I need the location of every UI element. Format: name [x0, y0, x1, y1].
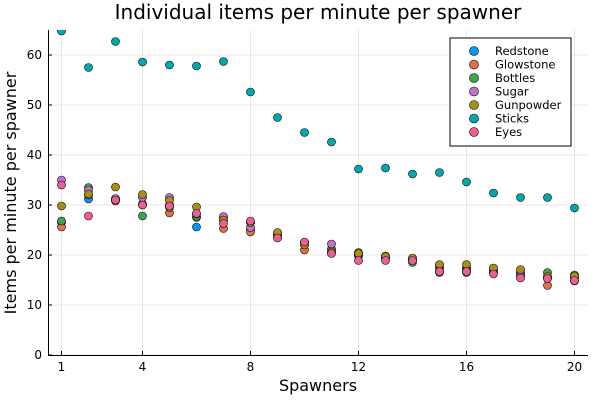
- point-eyes: [273, 233, 282, 243]
- y-tick-label: 10: [27, 298, 42, 312]
- legend-marker-sugar: [469, 86, 479, 97]
- point-sticks: [543, 193, 552, 202]
- legend-label-gunpowder: Gunpowder: [495, 98, 562, 112]
- x-axis-label: Spawners: [279, 376, 357, 395]
- y-ticks: 0 10 20 30 40 50 60: [27, 48, 52, 362]
- y-tick-label: 50: [27, 98, 42, 112]
- y-tick-label: 30: [27, 198, 42, 212]
- legend-items: RedstoneGlowstoneBottlesSugarGunpowderSt…: [469, 44, 562, 139]
- point-sticks: [570, 203, 579, 213]
- x-tick-label: 8: [247, 360, 255, 374]
- point-eyes: [381, 256, 390, 265]
- legend-marker-glowstone: [469, 59, 479, 70]
- point-gunpowder: [516, 265, 525, 274]
- point-eyes: [408, 256, 417, 265]
- point-gunpowder: [111, 182, 120, 192]
- point-sticks: [246, 87, 255, 97]
- legend-marker-redstone: [469, 46, 479, 56]
- point-eyes: [354, 256, 363, 265]
- point-eyes: [435, 267, 444, 276]
- point-eyes: [489, 269, 498, 279]
- point-sticks: [408, 169, 417, 179]
- point-eyes: [138, 200, 147, 210]
- point-sticks: [111, 37, 120, 46]
- point-bottles: [138, 211, 147, 221]
- chart-title: Individual items per minute per spawner: [115, 0, 522, 24]
- point-sticks: [327, 137, 336, 147]
- point-eyes: [543, 274, 552, 283]
- point-eyes: [246, 216, 255, 226]
- y-tick-label: 20: [27, 248, 42, 262]
- point-sticks: [354, 164, 363, 174]
- legend-label-redstone: Redstone: [495, 44, 549, 58]
- point-sticks: [435, 168, 444, 177]
- legend-label-eyes: Eyes: [495, 125, 522, 139]
- point-sticks: [300, 128, 309, 137]
- point-eyes: [165, 201, 174, 211]
- point-gunpowder: [57, 201, 66, 211]
- point-sticks: [381, 163, 390, 173]
- point-eyes: [192, 209, 201, 218]
- x-tick-label: 16: [459, 360, 474, 374]
- point-sticks: [273, 113, 282, 122]
- point-sticks: [489, 188, 498, 198]
- point-eyes: [462, 267, 471, 276]
- y-tick-label: 0: [34, 348, 42, 362]
- point-bottles: [57, 216, 66, 226]
- point-gunpowder: [84, 189, 93, 199]
- point-sugar: [327, 239, 336, 249]
- point-eyes: [111, 195, 120, 205]
- legend-label-sticks: Sticks: [495, 112, 529, 126]
- x-ticks: 1 4 8 12 16 20: [58, 351, 582, 374]
- point-sticks: [84, 63, 93, 72]
- point-sticks: [462, 177, 471, 187]
- point-gunpowder: [138, 190, 147, 199]
- legend-label-sugar: Sugar: [495, 85, 529, 99]
- x-tick-label: 20: [567, 360, 582, 374]
- legend-marker-eyes: [469, 127, 479, 137]
- x-tick-label: 1: [58, 360, 66, 374]
- axes: [48, 30, 588, 356]
- point-sticks: [57, 30, 66, 36]
- legend-marker-sticks: [469, 113, 479, 124]
- y-axis-label: Items per minute per spawner: [1, 71, 20, 314]
- point-eyes: [516, 273, 525, 283]
- point-sticks: [192, 61, 201, 71]
- legend: RedstoneGlowstoneBottlesSugarGunpowderSt…: [449, 37, 572, 147]
- point-sticks: [138, 57, 147, 67]
- y-tick-label: 60: [27, 48, 42, 62]
- point-eyes: [300, 237, 309, 247]
- point-sticks: [516, 193, 525, 202]
- point-eyes: [57, 180, 66, 190]
- point-sticks: [219, 57, 228, 66]
- x-tick-label: 4: [139, 360, 147, 374]
- legend-marker-gunpowder: [469, 100, 479, 110]
- x-tick-label: 12: [351, 360, 366, 374]
- point-eyes: [570, 276, 579, 285]
- point-eyes: [327, 249, 336, 258]
- legend-marker-bottles: [469, 73, 479, 83]
- point-sticks: [165, 60, 174, 70]
- legend-label-glowstone: Glowstone: [495, 58, 555, 72]
- point-eyes: [84, 211, 93, 221]
- point-eyes: [219, 219, 228, 228]
- data-points: [57, 30, 579, 290]
- y-tick-label: 40: [27, 148, 42, 162]
- point-redstone: [192, 222, 201, 232]
- legend-label-bottles: Bottles: [495, 71, 535, 85]
